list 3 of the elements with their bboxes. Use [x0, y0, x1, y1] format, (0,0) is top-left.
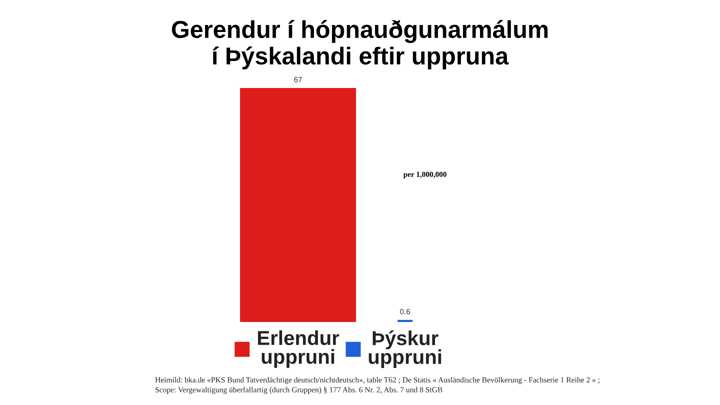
x-tick-label: Erlendur uppruni	[258, 330, 340, 368]
chart-title: Gerendur í hópnauðgunarmálum í Þýskalandi eftir uppruna	[172, 20, 548, 70]
x-tick-label: Þýskur uppruni	[368, 330, 442, 368]
